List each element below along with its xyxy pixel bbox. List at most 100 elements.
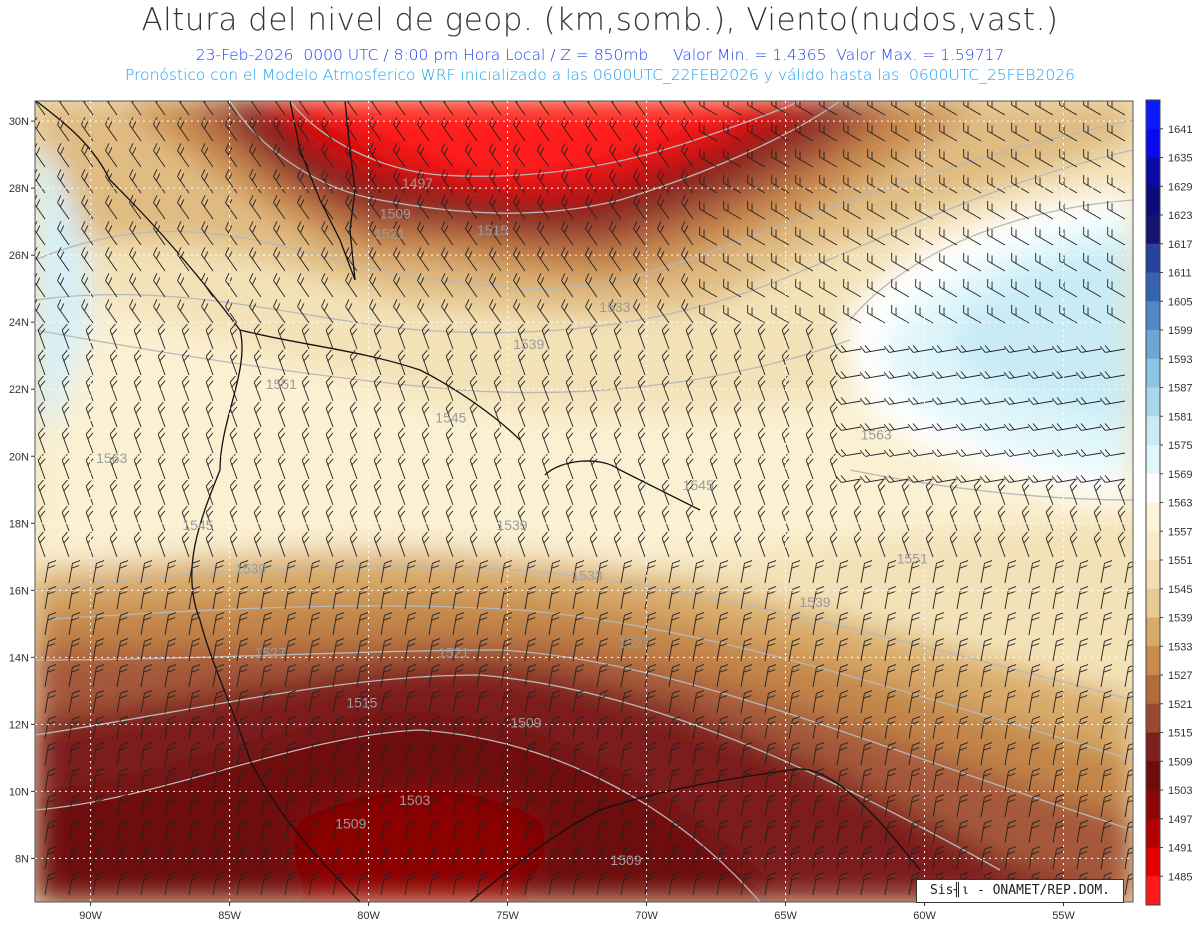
colorbar-label: 1563: [1168, 498, 1192, 510]
wind-barb: [764, 560, 777, 584]
wind-barb: [236, 612, 249, 636]
wind-barb: [884, 742, 897, 766]
wind-barb: [284, 664, 297, 688]
wind-barb: [932, 716, 945, 740]
wind-barb: [1004, 820, 1017, 844]
wind-barb: [548, 716, 561, 740]
wind-barb: [633, 143, 646, 168]
wind-barb: [585, 221, 598, 246]
wind-barb: [867, 278, 886, 298]
wind-barb: [116, 820, 129, 844]
wind-barb: [277, 349, 286, 376]
wind-barb: [44, 872, 57, 896]
wind-barb: [537, 273, 550, 298]
wind-barb: [609, 247, 622, 272]
wind-barb: [1124, 872, 1133, 896]
wind-barb: [740, 820, 753, 844]
wind-barb: [795, 226, 814, 246]
wind-barb: [500, 664, 513, 688]
wind-barb: [1124, 638, 1133, 662]
wind-barb: [157, 427, 166, 454]
wind-barb: [572, 560, 585, 584]
wind-barb: [212, 742, 225, 766]
wind-barb: [345, 221, 358, 246]
wind-barb: [812, 586, 825, 610]
wind-barb: [116, 872, 129, 896]
wind-barb: [692, 612, 705, 636]
wind-barb: [819, 252, 838, 272]
wind-barb: [860, 872, 873, 896]
colorbar-segment: [1146, 531, 1160, 561]
wind-barb: [908, 742, 921, 766]
wind-barb: [620, 664, 633, 688]
wind-barb: [428, 586, 441, 610]
wind-barb: [105, 169, 118, 194]
wind-barb: [445, 323, 454, 350]
wind-barb: [668, 612, 681, 636]
wind-barb: [513, 247, 526, 272]
wind-barb: [44, 716, 57, 740]
wind-barb: [1100, 612, 1113, 636]
wind-barb: [980, 638, 993, 662]
wind-barb: [105, 195, 118, 220]
wind-barb: [541, 349, 550, 376]
wind-barb: [417, 273, 430, 298]
wind-barb: [609, 143, 622, 168]
wind-barb: [133, 349, 142, 376]
wind-barb: [301, 453, 310, 480]
wind-barb: [657, 169, 670, 194]
wind-barb: [1124, 664, 1133, 688]
wind-barb: [1028, 846, 1041, 870]
wind-barb: [637, 401, 646, 428]
wind-barb: [644, 794, 657, 818]
wind-barb: [421, 479, 430, 506]
wind-barb: [908, 846, 921, 870]
wind-barb: [37, 427, 46, 454]
wind-barb: [771, 122, 790, 142]
wind-barb: [771, 278, 790, 298]
wind-barb: [236, 560, 249, 584]
wind-barb: [1107, 148, 1126, 168]
wind-barb: [668, 768, 681, 792]
wind-barb: [1028, 742, 1041, 766]
wind-barb: [133, 505, 142, 532]
wind-barb: [441, 143, 454, 168]
wind-barb: [980, 794, 993, 818]
wind-barb: [836, 560, 849, 584]
wind-barb: [771, 226, 790, 246]
wind-barb: [92, 586, 105, 610]
wind-barb: [1011, 200, 1030, 220]
wind-barb: [345, 195, 358, 220]
wind-barb: [380, 664, 393, 688]
wind-barb: [843, 278, 862, 298]
wind-barb: [1052, 560, 1065, 584]
wind-barb: [657, 247, 670, 272]
wind-barb: [452, 768, 465, 792]
wind-barb: [835, 397, 862, 405]
colorbar-segment: [1146, 617, 1160, 647]
wind-barb: [57, 247, 70, 272]
wind-barb: [369, 273, 382, 298]
wind-barb: [955, 397, 982, 405]
wind-barb: [284, 560, 297, 584]
wind-barb: [109, 349, 118, 376]
wind-barb: [1083, 101, 1102, 116]
wind-barb: [867, 200, 886, 220]
wind-barb: [901, 531, 910, 558]
wind-barb: [469, 479, 478, 506]
wind-barb: [37, 453, 46, 480]
wind-barb: [788, 586, 801, 610]
wind-barb: [572, 612, 585, 636]
wind-barb: [37, 375, 46, 402]
wind-barb: [369, 247, 382, 272]
wind-barb: [1075, 449, 1102, 457]
colorbar-label: 1593: [1168, 354, 1192, 366]
wind-barb: [140, 638, 153, 662]
wind-barb: [428, 846, 441, 870]
wind-barb: [836, 612, 849, 636]
wind-barb: [716, 820, 729, 844]
wind-barb: [819, 278, 838, 298]
wind-barb: [1052, 586, 1065, 610]
wind-barb: [373, 479, 382, 506]
